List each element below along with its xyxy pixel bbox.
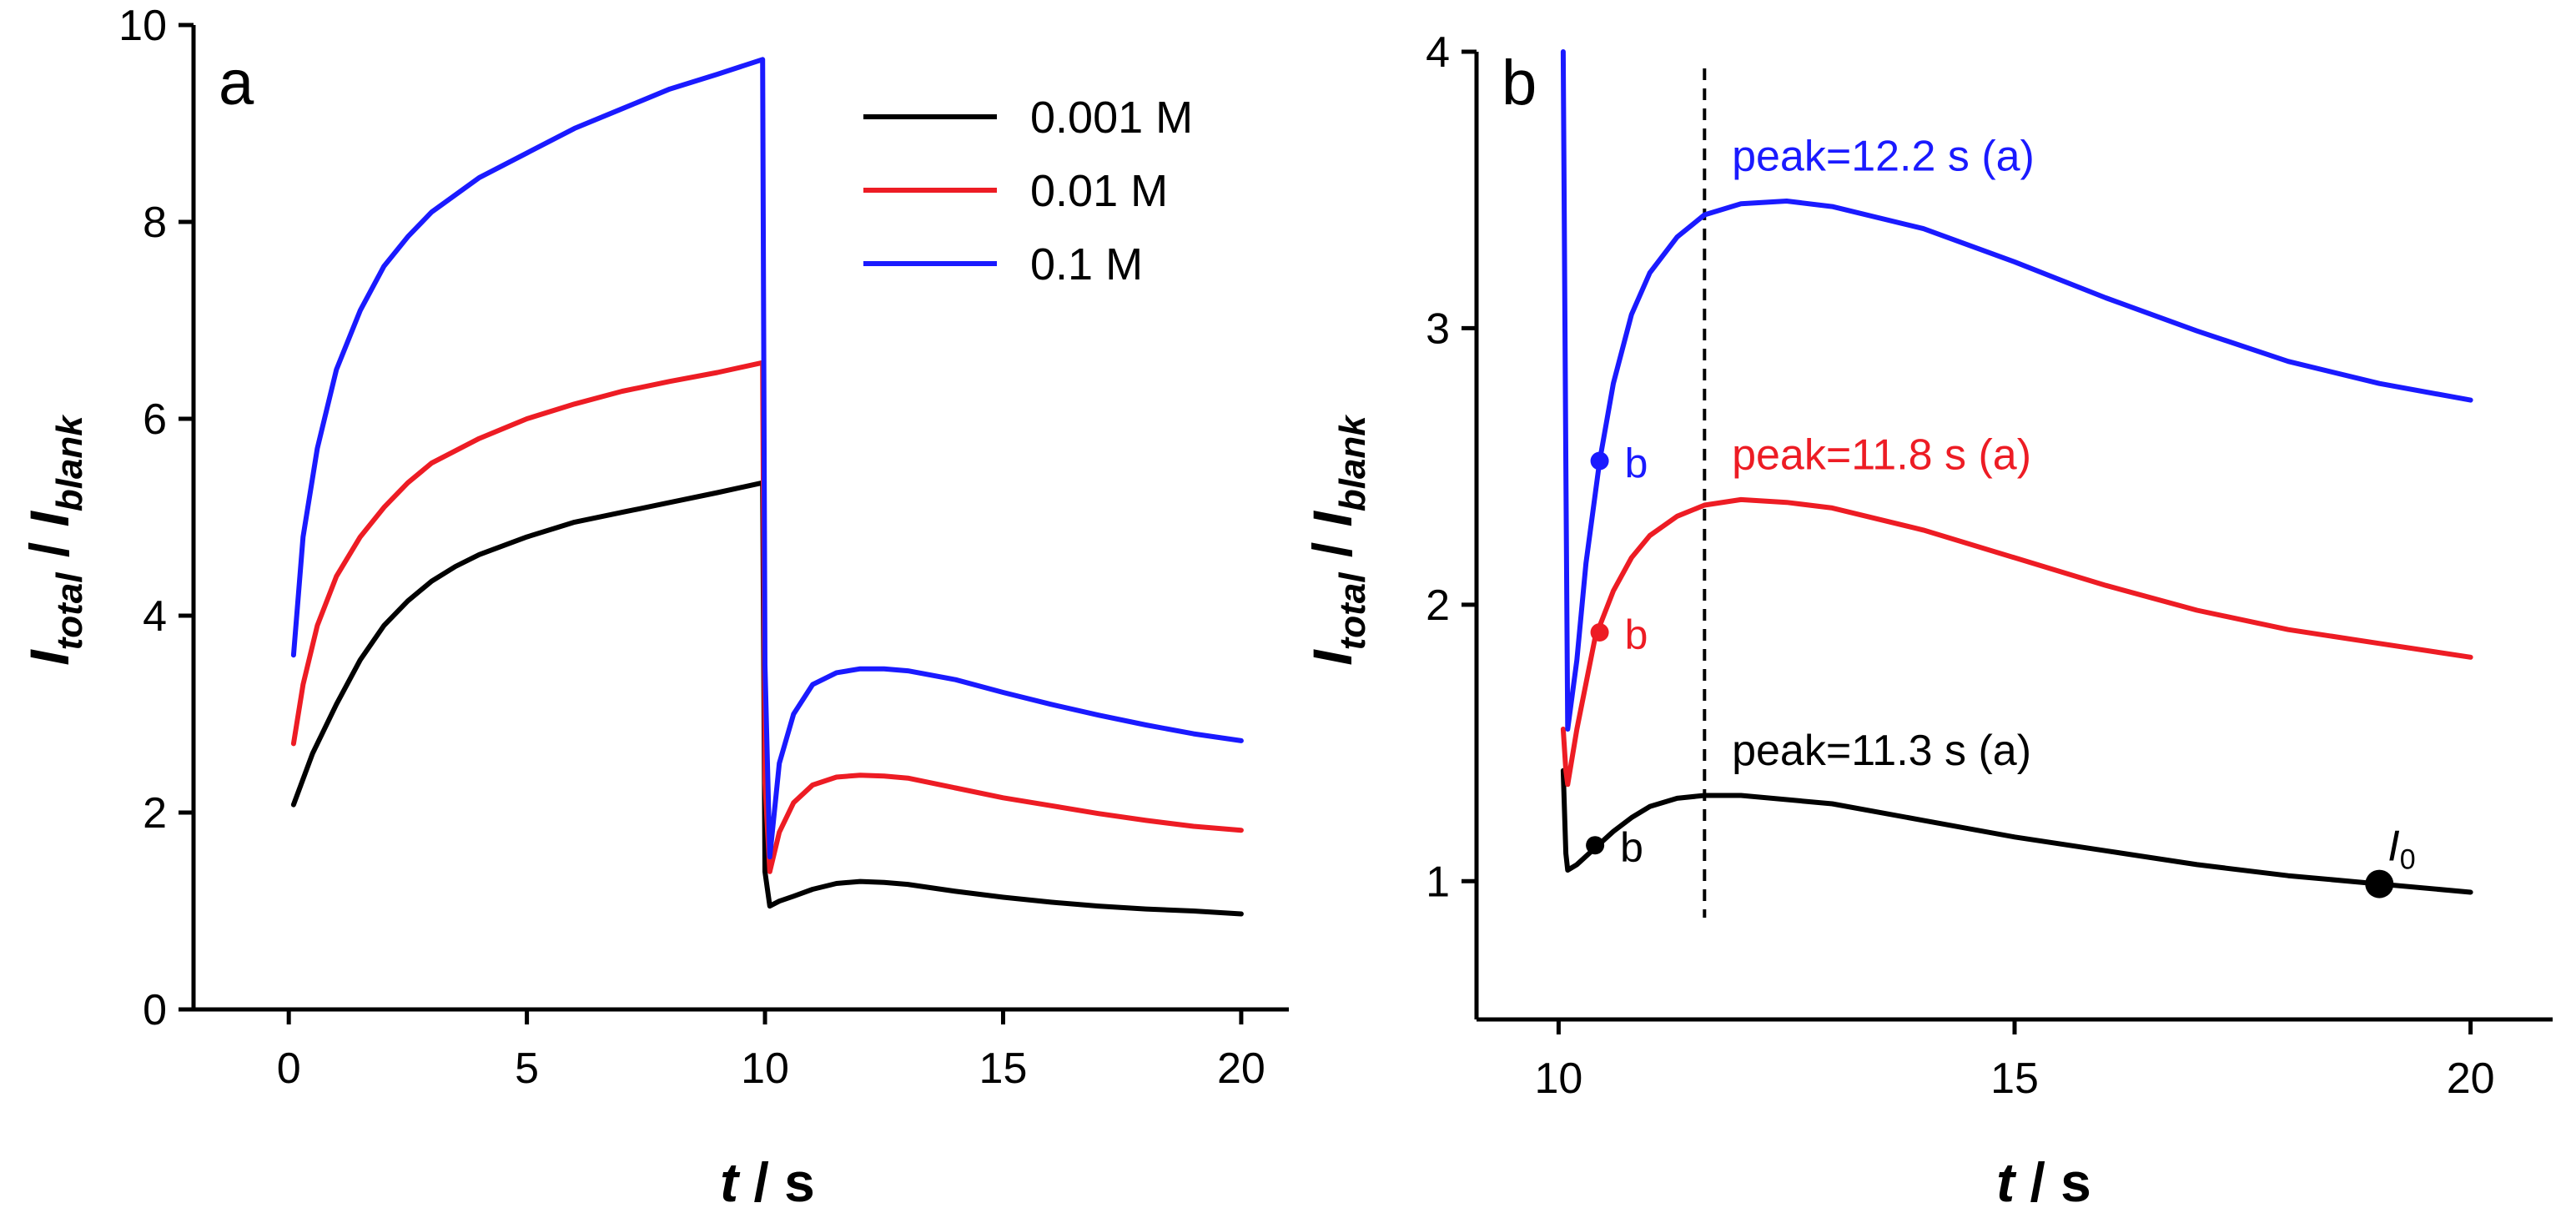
y-axis-sub-total: total (49, 572, 90, 651)
y-axis-sub-blank: blank (1332, 414, 1373, 511)
panel-a: 0 2 4 6 8 10 0 5 10 15 20 a 0.001 M 0.01 M 0.1 M t /… (18, 2, 1289, 1213)
b-point-label-2: b (1625, 612, 1648, 658)
y-axis-var: I (18, 649, 80, 666)
panel-a-y-tick-label: 2 (143, 789, 167, 838)
legend-label-1: 0.001 M (1030, 93, 1193, 143)
y-axis-var2: I (1301, 511, 1363, 527)
b-point-marker-3 (1590, 451, 1609, 471)
i0-label: I0 (2387, 823, 2415, 876)
panel-a-label: a (219, 48, 254, 118)
panel-b-series-line-2 (1560, 496, 2473, 788)
panel-a-series-line-3 (290, 57, 1244, 860)
y-axis-slash: / (1301, 527, 1363, 573)
panel-b-series-line-1 (1560, 768, 2473, 895)
y-axis-slash: / (18, 527, 80, 573)
panel-a-x-tick-label: 15 (979, 1044, 1028, 1093)
x-axis-var: t (720, 1151, 741, 1213)
panel-b-series-group (1560, 49, 2473, 918)
panel-b-x-tick-label: 20 (2447, 1054, 2495, 1103)
panel-b-x-tick-label: 15 (1990, 1054, 2039, 1103)
panel-a-y-tick-label: 6 (143, 395, 167, 444)
panel-b-y-tick-label: 4 (1426, 28, 1450, 77)
x-axis-unit: / s (738, 1151, 815, 1213)
panel-a-x-tick-label: 20 (1217, 1044, 1265, 1093)
panel-a-series-line-2 (290, 360, 1244, 874)
peak-label-1: peak=11.3 s (a) (1732, 727, 2031, 775)
panel-a-series-group (290, 57, 1244, 917)
panel-a-y-axis-title: Itotal / Iblank (18, 414, 90, 666)
panel-a-axes (191, 25, 1289, 1012)
panel-b: 1 2 3 4 10 15 20 b peak=11.3 s (a) b peak=11.8 s… (1301, 28, 2553, 1213)
panel-a-y-tick-label: 0 (143, 986, 167, 1034)
b-point-marker-2 (1590, 623, 1609, 642)
panel-b-y-tick-label: 3 (1426, 304, 1450, 353)
panel-b-series-line-3 (1560, 49, 2473, 732)
y-axis-var2: I (18, 511, 80, 527)
panel-a-x-tick-label: 10 (741, 1044, 789, 1093)
i0-marker (2365, 869, 2394, 898)
b-point-marker-1 (1586, 836, 1605, 855)
y-axis-var: I (1301, 649, 1363, 666)
legend-label-3: 0.1 M (1030, 239, 1143, 289)
panel-a-x-tick-label: 0 (277, 1044, 301, 1093)
b-point-label-3: b (1625, 440, 1648, 487)
i0-label-var: I (2387, 823, 2399, 871)
panel-a-y-tick-label: 4 (143, 592, 167, 641)
x-axis-var: t (1996, 1151, 2017, 1213)
panel-b-x-tick-label: 10 (1534, 1054, 1582, 1103)
panel-b-y-tick-label: 2 (1426, 581, 1450, 630)
panel-a-x-tick-label: 5 (515, 1044, 539, 1093)
panel-a-ticks: 0 2 4 6 8 10 0 5 10 15 20 (118, 2, 1265, 1093)
panel-b-axes (1474, 52, 2553, 1022)
legend-label-2: 0.01 M (1030, 166, 1168, 216)
y-axis-sub-blank: blank (49, 414, 90, 511)
b-point-label-1: b (1620, 824, 1643, 871)
panel-b-ticks: 1 2 3 4 10 15 20 (1426, 28, 2494, 1103)
peak-label-2: peak=11.8 s (a) (1732, 430, 2031, 479)
peak-label-3: peak=12.2 s (a) (1732, 133, 2035, 181)
panel-a-legend: 0.001 M 0.01 M 0.1 M (863, 93, 1193, 289)
panel-b-y-tick-label: 1 (1426, 858, 1450, 906)
panel-b-annotations: peak=11.3 s (a) b peak=11.8 s (a) b peak=12.… (1586, 133, 2416, 898)
panel-a-y-tick-label: 8 (143, 199, 167, 247)
i0-label-sub: 0 (2400, 844, 2416, 876)
y-axis-sub-total: total (1332, 572, 1373, 651)
panel-b-x-axis-title: t / s (1996, 1151, 2091, 1213)
panel-a-series-line-1 (290, 480, 1244, 917)
panel-b-y-axis-title: Itotal / Iblank (1301, 414, 1373, 666)
x-axis-unit: / s (2015, 1151, 2091, 1213)
panel-a-y-tick-label: 10 (118, 2, 167, 50)
panel-a-x-axis-title: t / s (720, 1151, 815, 1213)
panel-b-label: b (1502, 48, 1537, 118)
